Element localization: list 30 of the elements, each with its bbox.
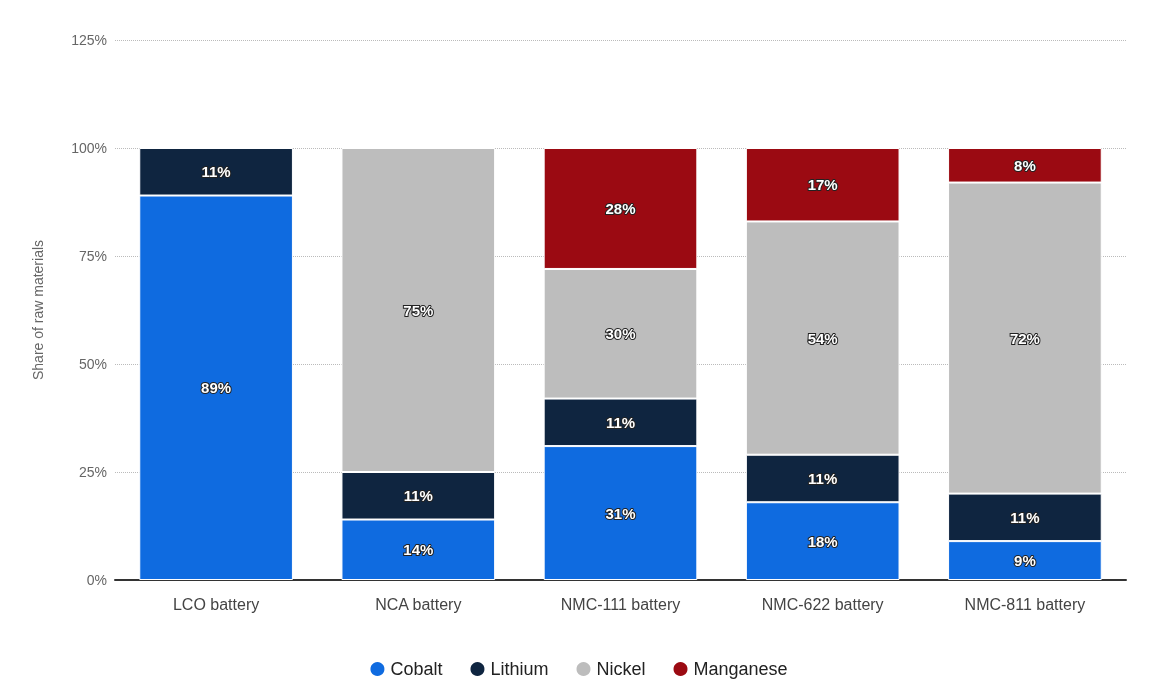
- data-label: 28%: [605, 199, 636, 217]
- y-tick-label: 0%: [86, 572, 107, 588]
- data-label: 17%: [807, 176, 838, 194]
- data-label: 14%: [403, 541, 434, 559]
- data-label: 18%: [807, 532, 838, 550]
- data-label: 11%: [1010, 508, 1040, 526]
- data-label: 11%: [605, 413, 636, 431]
- x-tick-label: NMC-622 battery: [761, 595, 884, 613]
- data-label: 9%: [1014, 552, 1036, 570]
- x-tick-label: NMC-811 battery: [964, 595, 1086, 613]
- y-tick-label: 75%: [78, 248, 107, 264]
- y-axis-title: Share of raw materials: [30, 239, 46, 381]
- data-label: 11%: [808, 469, 838, 487]
- x-tick-label: LCO battery: [172, 595, 260, 613]
- y-tick-label: 25%: [78, 464, 107, 480]
- data-label: 8%: [1014, 156, 1036, 174]
- y-tick-label: 125%: [71, 32, 107, 48]
- data-label: 89%: [201, 379, 232, 397]
- y-tick-label: 100%: [71, 140, 107, 156]
- y-tick-label: 50%: [78, 356, 107, 372]
- legend-label: Nickel: [596, 659, 646, 679]
- legend-label: Lithium: [490, 659, 549, 679]
- x-tick-label: NCA battery: [375, 595, 462, 613]
- data-label: 31%: [605, 504, 636, 522]
- data-label: 11%: [201, 163, 231, 181]
- legend-label: Manganese: [693, 659, 788, 679]
- data-label: 11%: [403, 487, 433, 505]
- x-tick-label: NMC-111 battery: [560, 595, 681, 613]
- data-label: 72%: [1009, 329, 1040, 347]
- legend-label: Cobalt: [390, 659, 443, 679]
